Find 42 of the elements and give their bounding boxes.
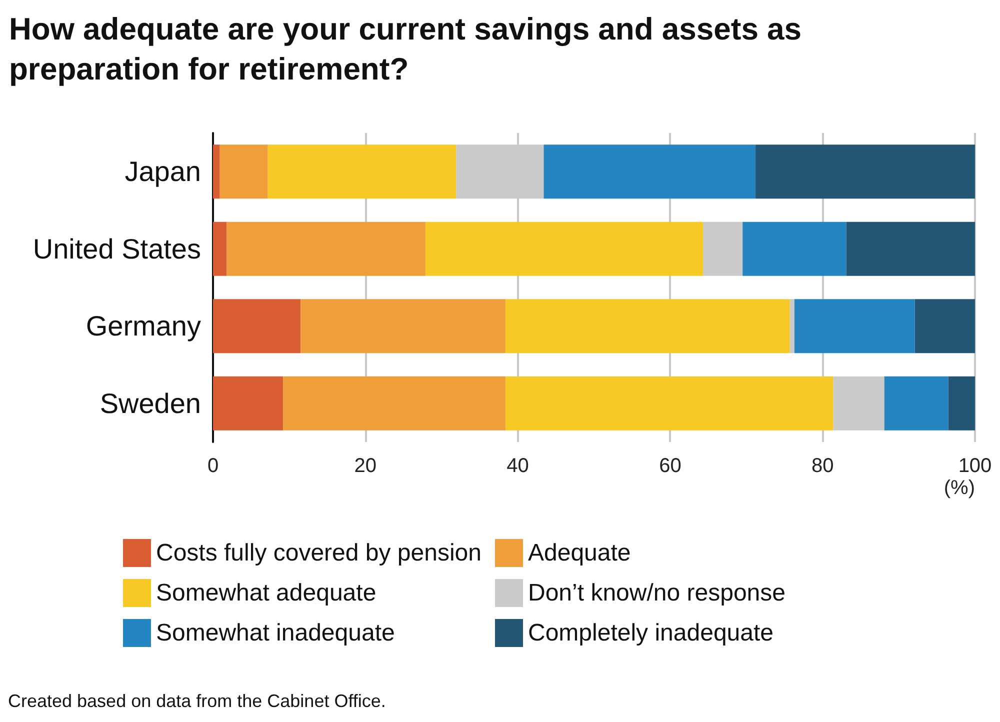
bar (506, 299, 790, 354)
y-tick-label: Germany (86, 310, 201, 342)
legend-label: Adequate (528, 540, 631, 566)
legend-label: Costs fully covered by pension (156, 540, 482, 566)
legend-label: Somewhat inadequate (156, 620, 395, 646)
x-tick-label: 100 (958, 455, 992, 477)
y-tick-label: Sweden (100, 388, 201, 419)
bar (220, 144, 268, 199)
bar (833, 376, 884, 430)
bar (213, 222, 227, 276)
bar (846, 222, 975, 276)
legend-label: Somewhat adequate (156, 580, 376, 606)
bar (226, 222, 426, 276)
bar (213, 376, 284, 430)
bar (506, 376, 834, 430)
bar (742, 222, 846, 276)
bar (914, 299, 975, 354)
bar (213, 144, 220, 199)
x-tick-label: 20 (354, 455, 377, 477)
x-tick-label: 40 (506, 455, 529, 477)
y-tick-label: United States (32, 233, 201, 264)
bar (790, 299, 794, 354)
bar (300, 299, 506, 354)
bar (283, 376, 506, 430)
text: Created based on data from the Cabinet Office. (8, 691, 386, 711)
chart-title: How adequate are your current savings and assets as preparation for retirement? (9, 12, 810, 86)
x-tick-label: 80 (811, 455, 834, 477)
bar (948, 376, 975, 430)
legend-label: Don’t know/no response (528, 580, 786, 606)
x-tick-label: 0 (207, 455, 219, 477)
bar (268, 144, 456, 199)
bar (756, 144, 975, 199)
bar (794, 299, 915, 354)
bar (213, 299, 301, 354)
x-axis-title: (%) (944, 477, 975, 499)
bar (426, 222, 703, 276)
bar (884, 376, 948, 430)
bar (702, 222, 743, 276)
x-tick-label: 60 (659, 455, 682, 477)
bar (544, 144, 756, 199)
y-tick-label: Japan (124, 156, 201, 188)
legend-label: Completely inadequate (528, 620, 774, 646)
